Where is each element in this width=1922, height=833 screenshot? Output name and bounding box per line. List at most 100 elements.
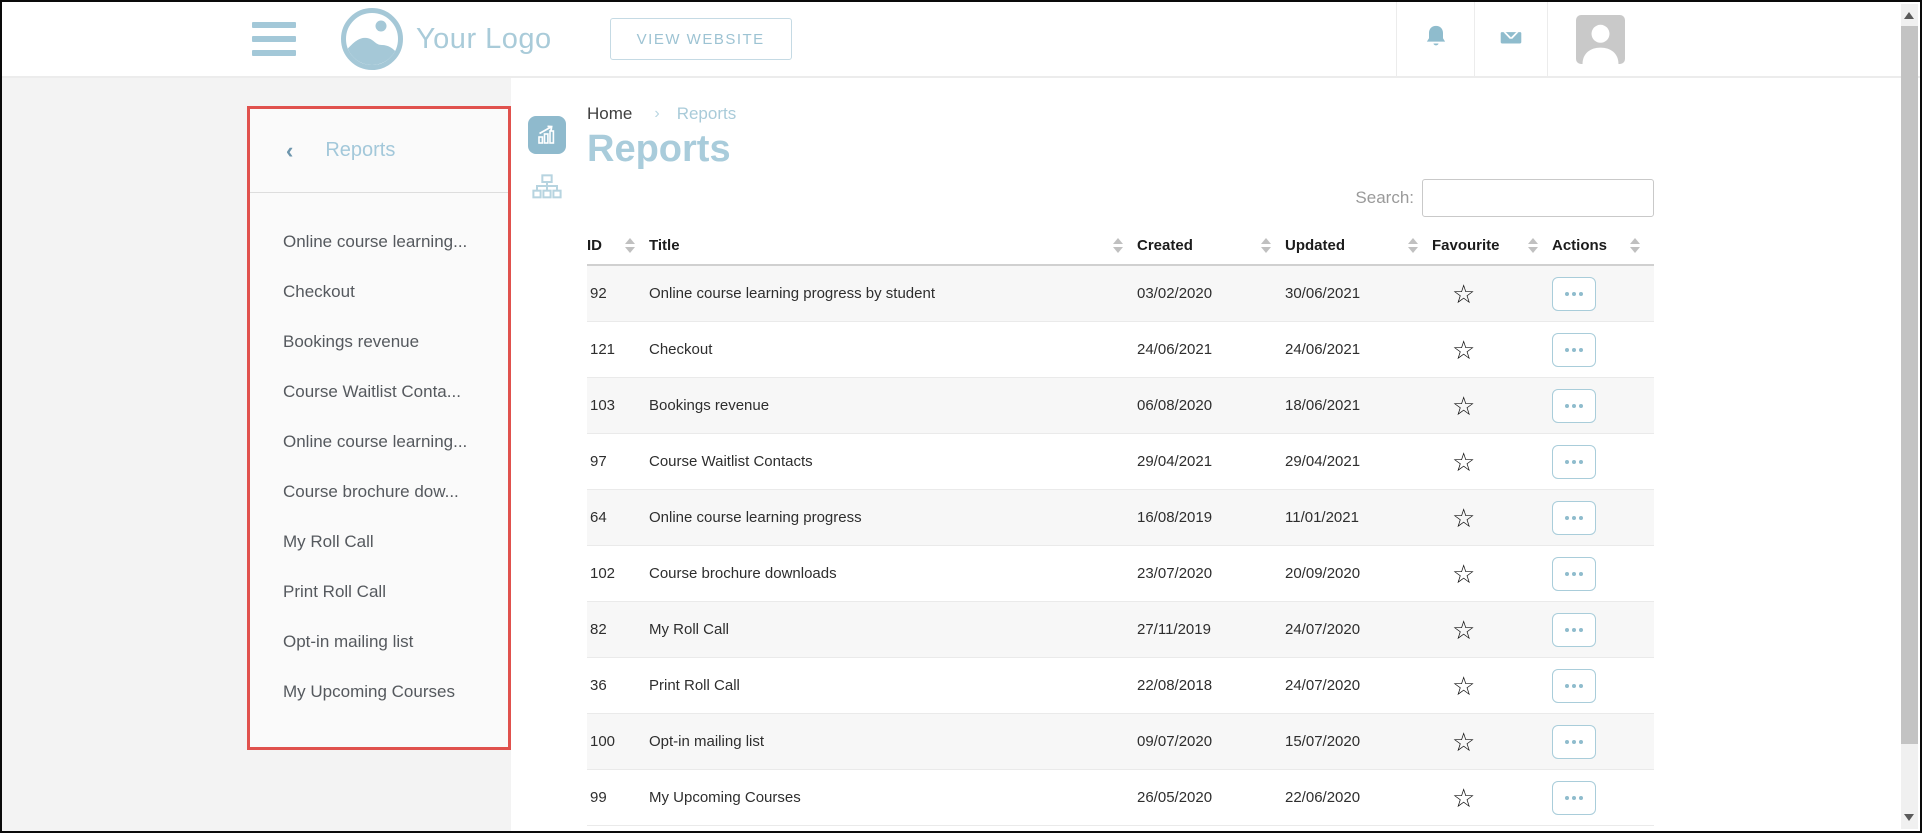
row-actions-button[interactable] — [1552, 389, 1596, 423]
row-actions-button[interactable] — [1552, 333, 1596, 367]
cell-favourite: ☆ — [1432, 673, 1552, 699]
ellipsis-dot-icon — [1579, 628, 1583, 632]
cell-updated-date: 22/06/2020 — [1285, 789, 1432, 806]
cell-report-title: Course Waitlist Contacts — [649, 453, 1137, 470]
cell-report-title: Course brochure downloads — [649, 565, 1137, 582]
column-header-title[interactable]: Title — [649, 237, 1137, 254]
row-actions-button[interactable] — [1552, 725, 1596, 759]
ellipsis-dot-icon — [1579, 740, 1583, 744]
sort-icon[interactable] — [1528, 238, 1538, 253]
ellipsis-dot-icon — [1565, 740, 1569, 744]
favourite-star-icon[interactable]: ☆ — [1432, 559, 1475, 589]
logo-text: Your Logo — [416, 23, 552, 56]
sort-icon[interactable] — [1630, 238, 1640, 253]
logo-image-icon[interactable] — [340, 7, 404, 71]
ellipsis-dot-icon — [1579, 292, 1583, 296]
favourite-star-icon[interactable]: ☆ — [1432, 279, 1475, 309]
reports-table: ID Title Created Updated — [587, 231, 1654, 826]
favourite-star-icon[interactable]: ☆ — [1432, 503, 1475, 533]
cell-updated-date: 15/07/2020 — [1285, 733, 1432, 750]
view-website-button[interactable]: VIEW WEBSITE — [610, 18, 792, 60]
cell-created-date: 09/07/2020 — [1137, 733, 1285, 750]
favourite-star-icon[interactable]: ☆ — [1432, 671, 1475, 701]
column-header-id[interactable]: ID — [587, 237, 649, 254]
cell-report-title: My Upcoming Courses — [649, 789, 1137, 806]
submenu-item[interactable]: Checkout — [283, 267, 496, 317]
cell-actions — [1552, 333, 1654, 367]
scrollbar-thumb[interactable] — [1901, 26, 1918, 744]
row-actions-button[interactable] — [1552, 445, 1596, 479]
scroll-up-arrow-icon[interactable] — [1904, 12, 1914, 19]
submenu-item[interactable]: My Roll Call — [283, 517, 496, 567]
favourite-star-icon[interactable]: ☆ — [1432, 727, 1475, 757]
submenu-item[interactable]: Course brochure dow... — [283, 467, 496, 517]
table-row: 64Online course learning progress16/08/2… — [587, 490, 1654, 546]
ellipsis-dot-icon — [1572, 684, 1576, 688]
cell-created-date: 24/06/2021 — [1137, 341, 1285, 358]
ellipsis-dot-icon — [1579, 516, 1583, 520]
sort-icon[interactable] — [1408, 238, 1418, 253]
cell-favourite: ☆ — [1432, 337, 1552, 363]
chart-view-button[interactable] — [528, 116, 566, 154]
favourite-star-icon[interactable]: ☆ — [1432, 783, 1475, 813]
submenu-item[interactable]: Print Roll Call — [283, 567, 496, 617]
column-header-favourite[interactable]: Favourite — [1432, 237, 1552, 254]
search-input[interactable] — [1422, 179, 1654, 217]
ellipsis-dot-icon — [1572, 740, 1576, 744]
table-row: 97Course Waitlist Contacts29/04/202129/0… — [587, 434, 1654, 490]
submenu-item[interactable]: Online course learning... — [283, 217, 496, 267]
cell-report-title: Bookings revenue — [649, 397, 1137, 414]
vertical-scrollbar[interactable] — [1901, 4, 1918, 829]
column-header-updated[interactable]: Updated — [1285, 237, 1432, 254]
content-area: Home › Reports Reports Search: ID — [511, 78, 1920, 833]
sort-icon[interactable] — [625, 238, 635, 253]
cell-report-title: My Roll Call — [649, 621, 1137, 638]
favourite-star-icon[interactable]: ☆ — [1432, 391, 1475, 421]
favourite-star-icon[interactable]: ☆ — [1432, 615, 1475, 645]
scroll-down-arrow-icon[interactable] — [1904, 814, 1914, 821]
cell-created-date: 03/02/2020 — [1137, 285, 1285, 302]
submenu-item[interactable]: Course Waitlist Conta... — [283, 367, 496, 417]
row-actions-button[interactable] — [1552, 781, 1596, 815]
ellipsis-dot-icon — [1565, 460, 1569, 464]
notifications-button[interactable] — [1396, 2, 1474, 76]
inbox-button[interactable] — [1474, 2, 1548, 76]
row-actions-button[interactable] — [1552, 557, 1596, 591]
favourite-star-icon[interactable]: ☆ — [1432, 447, 1475, 477]
ellipsis-dot-icon — [1579, 460, 1583, 464]
row-actions-button[interactable] — [1552, 669, 1596, 703]
column-header-created[interactable]: Created — [1137, 237, 1285, 254]
breadcrumb-home-link[interactable]: Home — [587, 104, 632, 124]
cell-created-date: 06/08/2020 — [1137, 397, 1285, 414]
row-actions-button[interactable] — [1552, 501, 1596, 535]
table-row: 82My Roll Call27/11/201924/07/2020☆ — [587, 602, 1654, 658]
submenu-item[interactable]: Online course learning... — [283, 417, 496, 467]
search-row: Search: — [587, 179, 1654, 217]
cell-report-title: Opt-in mailing list — [649, 733, 1137, 750]
cell-report-id: 64 — [587, 509, 649, 526]
cell-favourite: ☆ — [1432, 393, 1552, 419]
menu-hamburger-icon[interactable] — [252, 22, 296, 56]
user-avatar[interactable] — [1576, 15, 1625, 64]
table-row: 100Opt-in mailing list09/07/202015/07/20… — [587, 714, 1654, 770]
ellipsis-dot-icon — [1572, 460, 1576, 464]
ellipsis-dot-icon — [1565, 796, 1569, 800]
submenu-item[interactable]: My Upcoming Courses — [283, 667, 496, 717]
cell-updated-date: 24/07/2020 — [1285, 677, 1432, 694]
row-actions-button[interactable] — [1552, 613, 1596, 647]
sort-icon[interactable] — [1261, 238, 1271, 253]
ellipsis-dot-icon — [1572, 516, 1576, 520]
cell-created-date: 23/07/2020 — [1137, 565, 1285, 582]
sitemap-view-icon[interactable] — [531, 172, 563, 209]
column-header-actions[interactable]: Actions — [1552, 237, 1654, 254]
favourite-star-icon[interactable]: ☆ — [1432, 335, 1475, 365]
sort-icon[interactable] — [1113, 238, 1123, 253]
cell-report-id: 82 — [587, 621, 649, 638]
row-actions-button[interactable] — [1552, 277, 1596, 311]
topbar-right-cluster — [1396, 2, 1625, 76]
ellipsis-dot-icon — [1565, 684, 1569, 688]
submenu-item[interactable]: Opt-in mailing list — [283, 617, 496, 667]
submenu-item[interactable]: Bookings revenue — [283, 317, 496, 367]
back-chevron-icon[interactable]: ‹ — [286, 140, 293, 162]
ellipsis-dot-icon — [1572, 628, 1576, 632]
